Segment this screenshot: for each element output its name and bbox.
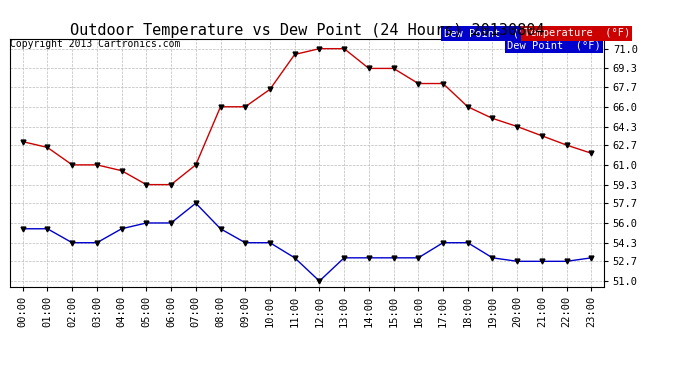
Text: Dew Point  (°F): Dew Point (°F) bbox=[507, 41, 601, 51]
Title: Outdoor Temperature vs Dew Point (24 Hours) 20130804: Outdoor Temperature vs Dew Point (24 Hou… bbox=[70, 23, 544, 38]
Text: Temperature  (°F): Temperature (°F) bbox=[524, 28, 630, 38]
Text: Dew Point  (°F): Dew Point (°F) bbox=[444, 28, 538, 38]
Text: Copyright 2013 Cartronics.com: Copyright 2013 Cartronics.com bbox=[10, 39, 181, 50]
